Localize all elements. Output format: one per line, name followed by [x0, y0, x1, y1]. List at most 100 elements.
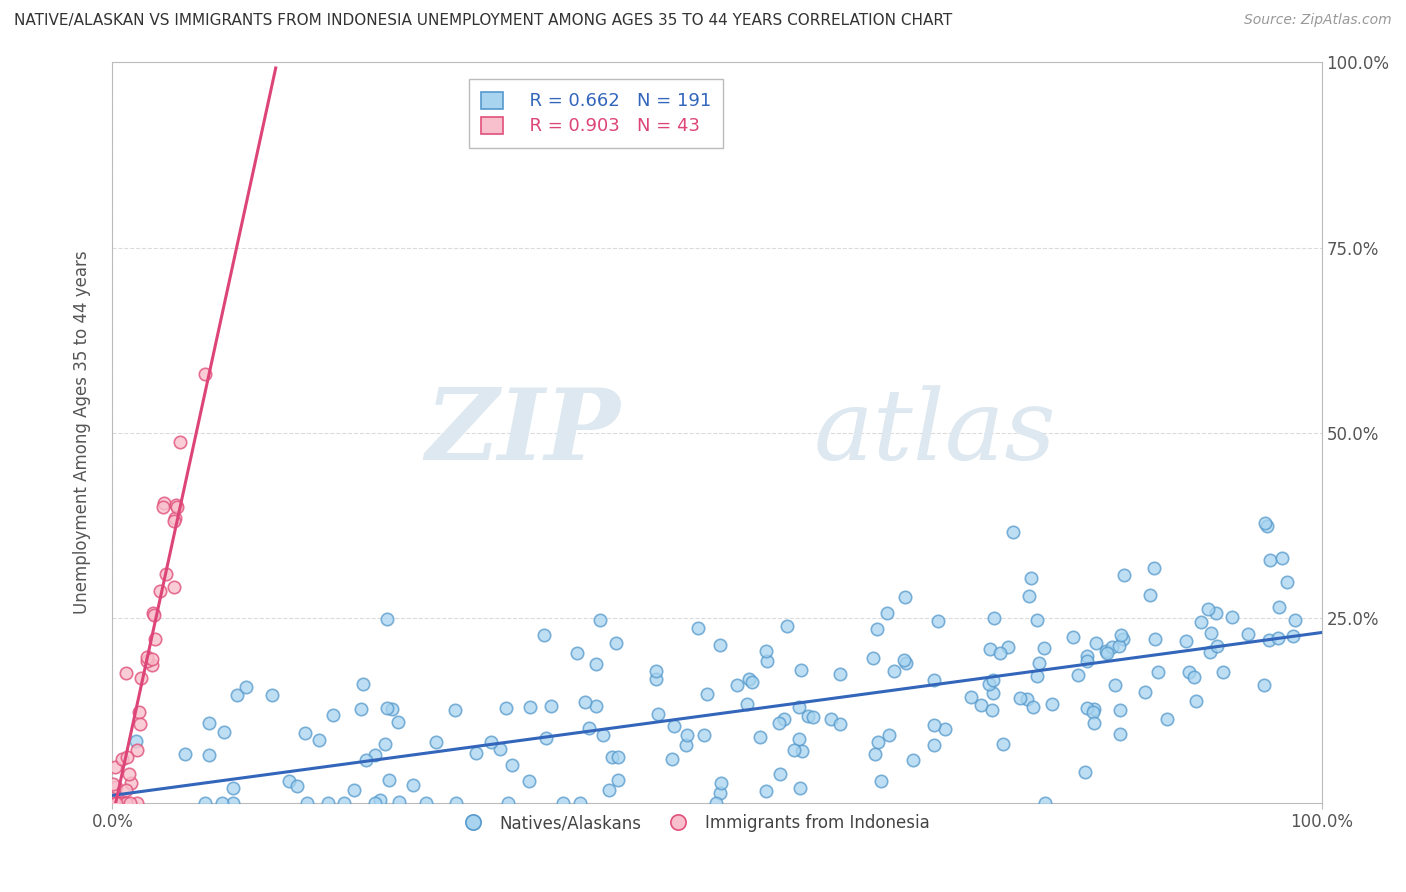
Point — [342, 783, 364, 797]
Point — [354, 753, 377, 767]
Point — [981, 686, 1004, 700]
Point — [1284, 613, 1306, 627]
Point — [198, 747, 221, 762]
Point — [262, 688, 284, 702]
Point — [741, 675, 763, 690]
Point — [115, 796, 138, 810]
Point — [981, 673, 1004, 687]
Point — [381, 702, 404, 716]
Point — [1253, 678, 1275, 692]
Point — [922, 673, 945, 687]
Point — [1133, 685, 1156, 699]
Point — [387, 715, 409, 730]
Point — [988, 646, 1011, 660]
Point — [125, 743, 148, 757]
Point — [960, 690, 983, 704]
Point — [378, 772, 401, 787]
Point — [103, 777, 125, 791]
Point — [574, 695, 596, 709]
Point — [661, 752, 683, 766]
Point — [1268, 599, 1291, 614]
Point — [1109, 727, 1132, 741]
Point — [754, 644, 776, 658]
Point — [316, 796, 339, 810]
Point — [107, 796, 129, 810]
Point — [1083, 716, 1105, 731]
Point — [1018, 589, 1040, 603]
Point — [776, 619, 799, 633]
Point — [129, 671, 152, 685]
Point — [297, 796, 319, 810]
Point — [693, 728, 716, 742]
Point — [402, 778, 425, 792]
Point — [105, 796, 128, 810]
Point — [862, 651, 884, 665]
Point — [534, 731, 557, 745]
Point — [606, 773, 628, 788]
Point — [114, 783, 136, 797]
Point — [1104, 678, 1126, 692]
Point — [578, 721, 600, 735]
Point — [704, 796, 727, 810]
Point — [970, 698, 993, 712]
Text: NATIVE/ALASKAN VS IMMIGRANTS FROM INDONESIA UNEMPLOYMENT AMONG AGES 35 TO 44 YEA: NATIVE/ALASKAN VS IMMIGRANTS FROM INDONE… — [14, 13, 952, 29]
Point — [173, 747, 195, 762]
Point — [790, 663, 813, 677]
Point — [118, 796, 141, 810]
Point — [128, 717, 150, 731]
Point — [128, 705, 150, 719]
Point — [1182, 670, 1205, 684]
Point — [737, 698, 759, 712]
Point — [364, 796, 387, 810]
Point — [1074, 764, 1097, 779]
Point — [551, 796, 574, 810]
Point — [789, 700, 811, 714]
Point — [194, 796, 217, 810]
Point — [790, 743, 813, 757]
Point — [772, 712, 794, 726]
Point — [277, 774, 299, 789]
Point — [755, 654, 778, 668]
Point — [152, 500, 174, 514]
Point — [1083, 701, 1105, 715]
Point — [136, 654, 159, 668]
Point — [136, 649, 159, 664]
Point — [983, 611, 1005, 625]
Point — [225, 688, 247, 702]
Point — [828, 717, 851, 731]
Point — [588, 613, 610, 627]
Point — [783, 742, 806, 756]
Point — [519, 700, 541, 714]
Point — [893, 653, 915, 667]
Point — [1094, 644, 1116, 658]
Point — [894, 657, 917, 671]
Point — [883, 665, 905, 679]
Point — [725, 678, 748, 692]
Point — [105, 780, 128, 794]
Point — [1147, 665, 1170, 679]
Point — [1076, 649, 1098, 664]
Point — [165, 498, 187, 512]
Point — [1085, 636, 1108, 650]
Point — [979, 642, 1001, 657]
Point — [1267, 632, 1289, 646]
Point — [598, 783, 620, 797]
Point — [981, 703, 1004, 717]
Point — [768, 715, 790, 730]
Point — [163, 514, 186, 528]
Point — [166, 500, 188, 515]
Point — [1081, 705, 1104, 719]
Point — [709, 638, 731, 652]
Point — [1026, 613, 1049, 627]
Point — [349, 702, 371, 716]
Point — [125, 734, 148, 748]
Point — [585, 657, 607, 672]
Point — [415, 796, 437, 810]
Point — [1256, 519, 1278, 533]
Point — [647, 706, 669, 721]
Point — [686, 622, 709, 636]
Point — [569, 796, 592, 810]
Point — [1015, 692, 1038, 706]
Point — [565, 646, 588, 660]
Point — [755, 784, 778, 798]
